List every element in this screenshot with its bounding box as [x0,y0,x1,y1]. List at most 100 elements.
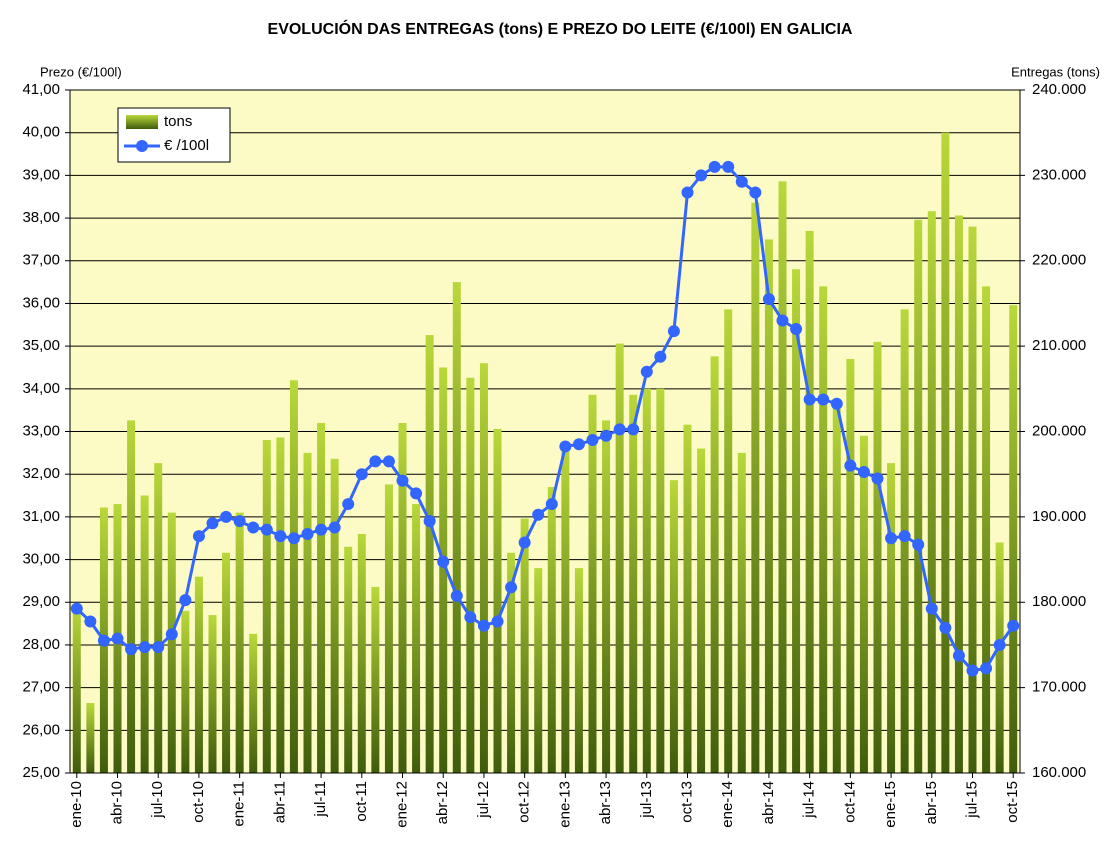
line-point [898,530,911,543]
bar [262,440,271,773]
line-point [396,474,409,487]
x-tick-label: oct-13 [678,781,695,823]
legend-label: € /100l [164,137,209,154]
x-tick-label: jul-15 [963,781,980,819]
y2-tick-label: 220.000 [1032,252,1086,269]
y2-tick-label: 190.000 [1032,508,1086,525]
bar [846,358,855,773]
bar [710,356,719,773]
line-point [505,581,518,594]
y2-tick-label: 160.000 [1032,764,1086,781]
bar [303,452,312,773]
bar [330,458,339,773]
bar [982,286,991,773]
plot-frame [69,89,1021,774]
line-point [206,517,219,530]
line-point [830,397,843,410]
x-tick-label: abr-12 [434,781,451,824]
bar [697,448,706,773]
bar [344,546,353,773]
line-point [111,632,124,645]
line-point [97,634,110,647]
bar [751,202,760,773]
bar [276,437,285,773]
y2-axis-title: Entregas (tons) [1011,64,1100,79]
x-tick-label: abr-10 [108,781,125,824]
y-tick-label: 36,00 [22,294,60,311]
line-point [817,393,830,406]
y-tick-label: 38,00 [22,209,60,226]
line-point [369,455,382,468]
line-point [437,555,450,568]
line-point [708,160,721,173]
y-tick-label: 32,00 [22,465,60,482]
bar [778,181,787,773]
bar [574,568,583,773]
x-tick-label: oct-12 [516,781,533,823]
bar [72,606,81,773]
line-point [695,169,708,182]
line-point [328,521,341,534]
line-point [410,487,423,500]
bar [520,518,529,773]
line-point [450,589,463,602]
bar [493,428,502,773]
bar [683,424,692,773]
line-point [491,615,504,628]
bar [357,533,366,773]
bar [1009,305,1018,773]
line-point [844,459,857,472]
bar [425,335,434,773]
line-point [925,602,938,615]
bar [792,269,801,773]
bar [534,568,543,773]
line-point [572,438,585,451]
bar [384,484,393,773]
bar [954,215,963,774]
line-point [125,643,138,656]
bar [887,463,896,773]
line-point [803,393,816,406]
bar [859,435,868,773]
bar [642,388,651,773]
x-tick-label: jul-14 [801,781,818,819]
bar [764,239,773,773]
line-point [939,621,952,634]
y-tick-label: 26,00 [22,721,60,738]
line-point [749,186,762,199]
y-tick-label: 30,00 [22,551,60,568]
y-tick-label: 35,00 [22,337,60,354]
bar [547,486,556,773]
bar [914,219,923,773]
line-point [885,532,898,545]
line-point [233,515,246,528]
bar [86,702,95,773]
bar [235,512,244,773]
x-tick-label: oct-15 [1004,781,1021,823]
bar [941,132,950,773]
bar [289,380,298,773]
bar [995,542,1004,773]
bar [629,394,638,773]
line-point [586,434,599,447]
bar [317,422,326,773]
line-point [952,649,965,662]
line-point [382,455,395,468]
line-point [532,508,545,521]
line-point [681,186,694,199]
line-point [980,662,993,675]
y-tick-label: 25,00 [22,764,60,781]
bar [398,422,407,773]
x-tick-label: ene-15 [882,781,899,828]
line [75,165,1015,673]
y-tick-label: 31,00 [22,508,60,525]
bar [167,512,176,773]
x-tick-label: ene-14 [719,781,736,828]
line-point [518,536,531,549]
y2-tick-label: 240.000 [1032,81,1086,98]
bar [249,633,258,773]
line-point [871,472,884,485]
bar [140,495,149,773]
bar [222,552,231,773]
bar [412,504,421,773]
